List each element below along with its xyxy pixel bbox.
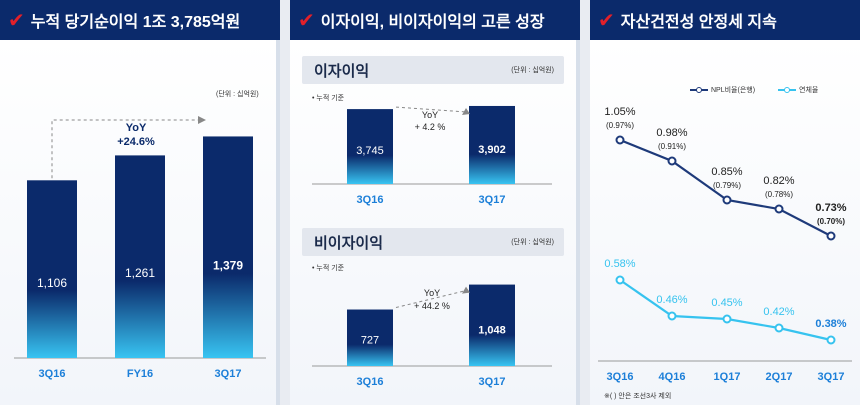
interest-income-note: • 누적 기준 xyxy=(312,95,345,102)
interest-income-subheader: 이자이익 (단위 : 십억원) xyxy=(302,56,564,84)
npl-point xyxy=(722,195,732,205)
x-tick-label: 2Q17 xyxy=(766,371,793,383)
delinquency-value-label: 0.46% xyxy=(656,294,687,306)
npl-value-label: 0.73% xyxy=(815,202,846,214)
net-income-header: ✔ 누적 당기순이익 1조 3,785억원 xyxy=(0,0,280,40)
x-tick-label: FY16 xyxy=(127,368,153,380)
x-tick-label: 3Q16 xyxy=(39,368,66,380)
delinquency-value-label: 0.42% xyxy=(763,306,794,318)
income-growth-body xyxy=(290,40,580,405)
legend-npl: NPL비율(은행) xyxy=(690,85,755,95)
legend-delinquency: 연체율 xyxy=(778,85,818,95)
noninterest-income-subheader: 비이자이익 (단위 : 십억원) xyxy=(302,228,564,256)
legend-npl-line-icon xyxy=(690,87,708,93)
bar-value-label: 1,261 xyxy=(125,266,155,280)
npl-value-label: 0.98% xyxy=(656,127,687,139)
x-tick-label: 1Q17 xyxy=(714,371,741,383)
footnote: ※( ) 안은 조선3사 제외 xyxy=(604,393,672,400)
bar xyxy=(347,109,393,184)
npl-point xyxy=(774,204,784,214)
interest-yoy-label: YoY xyxy=(422,110,438,120)
income-growth-panel: ✔ 이자이익, 비이자이익의 고른 성장 이자이익 (단위 : 십억원) • 누… xyxy=(290,0,580,405)
asset-quality-header: ✔ 자산건전성 안정세 지속 xyxy=(590,0,860,40)
yoy-value: +24.6% xyxy=(117,136,155,148)
yoy-label: YoY xyxy=(126,122,147,134)
yoy-connector-line xyxy=(395,290,467,309)
interest-income-title: 이자이익 xyxy=(314,63,370,80)
x-tick-label: 3Q17 xyxy=(818,371,845,383)
asset-quality-body xyxy=(590,40,860,405)
delinquency-point xyxy=(615,275,625,285)
bar-value-label: 1,106 xyxy=(37,276,67,290)
delinquency-value-label: 0.38% xyxy=(815,318,846,330)
bar xyxy=(203,136,253,358)
asset-quality-chart: 1.05% (0.97%) 0.98% (0.91%) 0.85% (0.79%) 0.82… xyxy=(598,106,852,383)
bar-value-label: 1,379 xyxy=(213,258,243,272)
bar xyxy=(347,309,393,366)
interest-income-unit: (단위 : 십억원) xyxy=(511,67,554,74)
income-growth-chart: YoY + 4.2 % YoY + 44.2 % 3,745 3Q16 3,902 3… xyxy=(312,105,552,388)
bar xyxy=(115,155,165,358)
bar xyxy=(27,180,77,358)
arrow-icon xyxy=(462,107,470,115)
x-tick-label: 3Q16 xyxy=(357,194,384,206)
income-growth-header: ✔ 이자이익, 비이자이익의 고른 성장 xyxy=(290,0,580,40)
check-icon: ✔ xyxy=(298,9,315,32)
net-income-panel: ✔ 누적 당기순이익 1조 3,785억원 (단위 : 십억원) YoY +24… xyxy=(0,0,280,405)
arrow-icon xyxy=(462,286,470,294)
arrow-icon xyxy=(198,116,206,124)
npl-point xyxy=(667,156,677,166)
npl-point xyxy=(615,135,625,145)
npl-sub-label: (0.79%) xyxy=(713,181,741,190)
yoy-connector-line xyxy=(51,119,198,179)
npl-sub-label: (0.70%) xyxy=(817,217,845,226)
bar-value-label: 727 xyxy=(361,334,379,346)
bar-value-label: 3,745 xyxy=(356,145,384,157)
asset-quality-title: 자산건전성 안정세 지속 xyxy=(620,14,777,31)
npl-value-label: 0.85% xyxy=(711,166,742,178)
delinquency-point xyxy=(667,311,677,321)
bar xyxy=(469,105,515,184)
income-growth-title: 이자이익, 비이자이익의 고른 성장 xyxy=(320,14,545,31)
net-income-title: 누적 당기순이익 1조 3,785억원 xyxy=(30,14,241,31)
check-icon: ✔ xyxy=(8,9,25,32)
x-tick-label: 4Q16 xyxy=(659,371,686,383)
legend-delinquency-line-icon xyxy=(778,87,796,93)
noninterest-income-note: • 누적 기준 xyxy=(312,265,345,272)
legend-npl-label: NPL비율(은행) xyxy=(711,87,756,94)
x-tick-label: 3Q16 xyxy=(357,376,384,388)
legend-delinquency-label: 연체율 xyxy=(799,87,819,94)
x-tick-label: 3Q17 xyxy=(479,194,506,206)
npl-sub-label: (0.91%) xyxy=(658,142,686,151)
check-icon: ✔ xyxy=(598,9,615,32)
noninterest-income-title: 비이자이익 xyxy=(314,235,384,252)
x-tick-label: 3Q16 xyxy=(607,371,634,383)
delinquency-value-label: 0.45% xyxy=(711,297,742,309)
delinquency-point xyxy=(722,314,732,324)
delinquency-point xyxy=(774,323,784,333)
net-income-unit: (단위 : 십억원) xyxy=(216,91,259,98)
noninterest-yoy-label: YoY xyxy=(424,288,440,298)
x-tick-label: 3Q17 xyxy=(215,368,242,380)
delinquency-point xyxy=(826,335,836,345)
bar-value-label: 3,902 xyxy=(478,144,506,156)
npl-value-label: 0.82% xyxy=(763,175,794,187)
noninterest-yoy-value: + 44.2 % xyxy=(414,301,450,311)
npl-sub-label: (0.97%) xyxy=(606,121,634,130)
x-tick-label: 3Q17 xyxy=(479,376,506,388)
bar xyxy=(469,284,515,366)
asset-quality-panel: ✔ 자산건전성 안정세 지속 NPL비율(은행) 연체율 ※( ) 안은 조선3… xyxy=(590,0,860,405)
net-income-chart: YoY +24.6% 1,106 3Q16 1,261 FY16 1,379 3Q17 xyxy=(14,116,266,380)
panel-edge xyxy=(276,40,280,405)
panel-edge xyxy=(576,40,580,405)
npl-value-label: 1.05% xyxy=(604,106,635,118)
bar-value-label: 1,048 xyxy=(478,324,506,336)
delinquency-series-line xyxy=(619,279,832,342)
interest-yoy-value: + 4.2 % xyxy=(415,122,446,132)
npl-sub-label: (0.78%) xyxy=(765,190,793,199)
noninterest-income-unit: (단위 : 십억원) xyxy=(511,239,554,246)
delinquency-value-label: 0.58% xyxy=(604,258,635,270)
npl-point xyxy=(826,231,836,241)
